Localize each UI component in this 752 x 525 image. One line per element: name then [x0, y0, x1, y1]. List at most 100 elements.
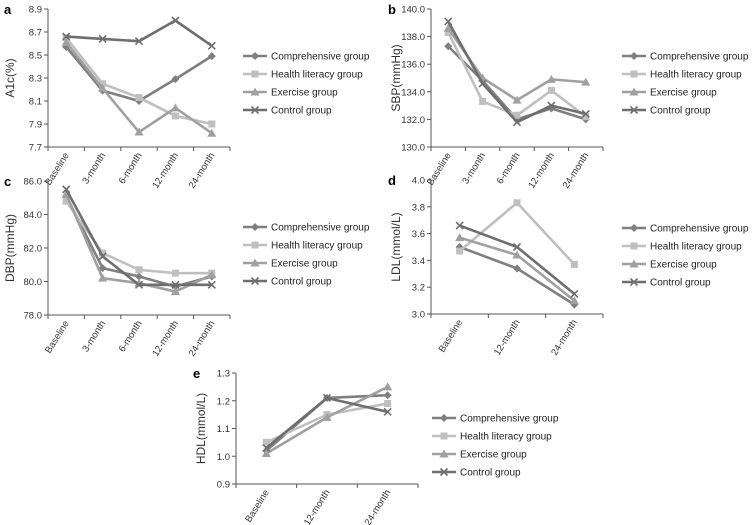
data-point-c-2-3	[170, 287, 180, 296]
x-tick-label-b-3: 12-month	[526, 151, 557, 191]
data-point-c-2-4	[207, 270, 217, 279]
legend-label-d-3: Control group	[650, 278, 711, 289]
legend-label-d-1: Health literacy group	[650, 242, 742, 253]
legend-marker-d-0	[630, 224, 638, 232]
x-tick-label-a-0: Baseline	[43, 151, 72, 188]
data-point-c-1-0	[62, 197, 70, 205]
data-point-e-0-2	[383, 391, 392, 400]
y-axis-title-c: DBP(mmHg)	[3, 214, 17, 282]
data-point-c-3-4	[207, 280, 216, 289]
x-tick-label-c-4: 24-month	[187, 319, 218, 359]
y-tick-label-e-2: 1.1	[217, 424, 230, 435]
data-point-a-3-4	[207, 41, 216, 50]
legend-marker-a-2	[250, 87, 260, 96]
legend-marker-d-3	[629, 277, 639, 287]
data-point-a-1-3	[171, 112, 179, 120]
data-point-a-2-4	[207, 128, 217, 137]
x-tick-label-a-4: 24-month	[187, 151, 218, 191]
y-tick-label-d-4: 3.8	[412, 202, 425, 213]
y-tick-label-c-2: 82.0	[24, 244, 43, 255]
data-point-a-3-2	[134, 37, 144, 46]
data-point-d-3-0	[455, 221, 464, 230]
legend-label-d-0: Comprehensive group	[650, 224, 749, 235]
data-point-c-0-2	[135, 272, 143, 281]
data-point-d-1-0	[456, 247, 464, 255]
data-point-e-2-2	[383, 382, 393, 391]
data-point-b-3-1	[478, 79, 487, 88]
x-tick-label-a-3: 12-month	[150, 151, 181, 191]
y-tick-label-b-0: 130.0	[401, 143, 425, 154]
legend-marker-a-1	[251, 70, 259, 78]
data-point-c-1-2	[135, 266, 143, 274]
panel-letter-c: c	[4, 174, 11, 189]
legend-marker-e-1	[440, 432, 448, 440]
data-point-d-0-1	[513, 264, 521, 273]
data-point-a-2-3	[170, 103, 180, 112]
legend-marker-b-3	[629, 105, 639, 115]
legend-marker-b-1	[630, 70, 638, 78]
legend-label-a-1: Health literacy group	[271, 70, 363, 81]
legend-marker-c-0	[251, 223, 259, 231]
data-point-c-3-1	[98, 252, 107, 261]
legend-marker-c-3	[250, 276, 260, 286]
y-tick-label-b-4: 138.0	[401, 32, 425, 43]
y-tick-label-a-5: 8.7	[29, 28, 42, 39]
legend-label-b-0: Comprehensive group	[650, 52, 749, 63]
legend-label-c-1: Health literacy group	[271, 241, 363, 252]
data-point-d-2-0	[455, 233, 465, 242]
data-point-d-2-2	[569, 296, 579, 305]
data-point-c-1-3	[171, 269, 179, 277]
y-tick-label-a-2: 8.1	[29, 97, 42, 108]
legend-label-a-2: Exercise group	[271, 88, 338, 99]
data-point-b-3-3	[547, 101, 556, 110]
x-tick-label-e-1: 12-month	[302, 488, 333, 525]
data-point-c-3-3	[171, 280, 180, 289]
x-tick-label-a-2: 6-month	[117, 151, 145, 186]
y-tick-label-d-1: 3.2	[412, 283, 425, 294]
data-point-e-3-2	[383, 407, 392, 416]
legend-label-e-3: Control group	[460, 468, 521, 479]
x-tick-label-c-3: 12-month	[150, 319, 181, 359]
data-point-e-1-0	[262, 438, 270, 446]
legend-marker-d-2	[629, 259, 639, 268]
y-tick-label-d-2: 3.4	[412, 256, 425, 267]
y-tick-label-d-0: 3.0	[412, 310, 425, 321]
series-line-a-1	[65, 36, 213, 126]
legend-marker-c-1	[251, 241, 259, 249]
legend-marker-d-1	[630, 242, 638, 250]
y-axis-title-b: SBP(mmHg)	[389, 44, 403, 111]
legend-marker-a-0	[251, 52, 259, 60]
data-point-b-3-2	[512, 118, 522, 127]
data-point-b-3-0	[444, 17, 453, 26]
legend-label-b-1: Health literacy group	[650, 70, 742, 81]
legend-marker-b-0	[630, 52, 638, 60]
x-tick-label-d-1: 12-month	[492, 318, 523, 358]
data-point-c-3-0	[62, 185, 71, 194]
data-point-a-3-1	[98, 34, 107, 43]
y-tick-label-e-4: 1.3	[217, 369, 230, 380]
x-tick-label-b-4: 24-month	[561, 151, 592, 191]
data-point-b-1-0	[444, 28, 452, 36]
data-point-c-3-2	[134, 280, 144, 289]
data-point-b-2-4	[581, 77, 591, 86]
legend-label-c-2: Exercise group	[271, 259, 338, 270]
data-point-a-3-0	[62, 32, 71, 41]
chart-b: b SBP(mmHg) 130.0 132.0 134.0 136.0 138.0 140.0…	[388, 2, 749, 191]
y-tick-label-c-0: 78.0	[24, 311, 43, 322]
data-point-a-0-4	[207, 52, 216, 61]
series-line-b-1	[447, 31, 587, 118]
data-point-a-0-3	[171, 75, 180, 84]
data-point-a-1-2	[135, 94, 143, 102]
data-point-d-1-1	[513, 199, 521, 207]
y-tick-label-c-4: 86.0	[24, 177, 43, 188]
legend-label-c-0: Comprehensive group	[271, 223, 370, 234]
x-tick-label-c-2: 6-month	[117, 319, 145, 354]
x-tick-label-c-1: 3-month	[80, 319, 108, 354]
legend-label-a-3: Control group	[271, 106, 332, 117]
series-line-a-2	[65, 41, 213, 135]
y-tick-label-a-4: 8.5	[29, 51, 42, 62]
y-tick-label-a-1: 7.9	[29, 120, 42, 131]
y-tick-label-b-2: 134.0	[401, 87, 425, 98]
legend-marker-c-2	[250, 258, 260, 267]
data-point-b-3-4	[581, 109, 590, 118]
